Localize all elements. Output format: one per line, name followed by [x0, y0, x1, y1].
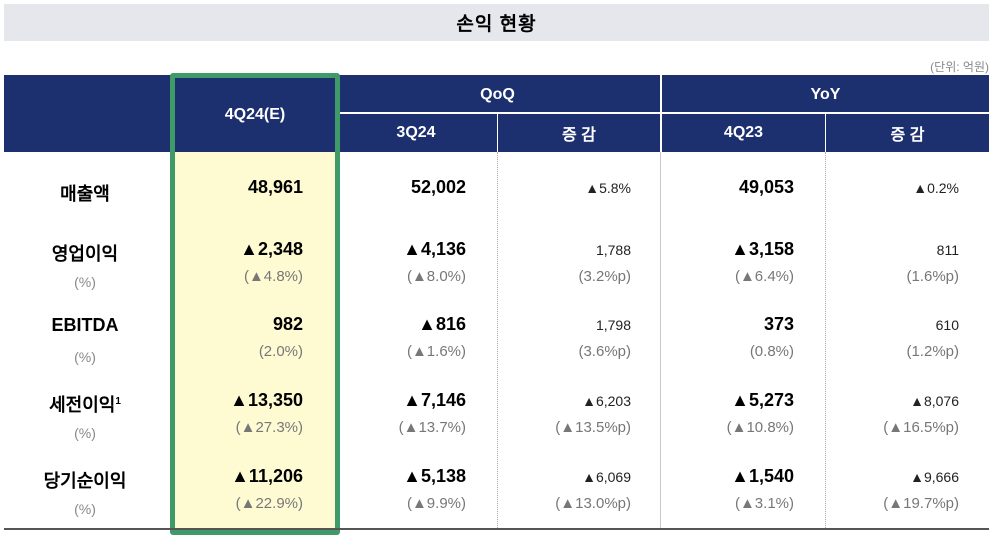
cell-q3-value: ▲816	[418, 314, 466, 334]
cell-qoq-percent: (3.2%p)	[578, 268, 631, 285]
cell-qoq-value: ▲6,203	[582, 393, 631, 409]
cell-ly-percent: (▲3.1%)	[734, 495, 794, 512]
column-separator	[660, 152, 661, 528]
unit-label: (단위: 억원)	[930, 60, 989, 74]
cell-yoy-percent: (1.2%p)	[906, 343, 959, 360]
page-title: 손익 현황	[4, 4, 989, 41]
row-percent-label: (%)	[74, 501, 96, 517]
cell-current-value: ▲2,348	[240, 239, 303, 259]
row-label: 세전이익1	[49, 395, 121, 415]
cell-yoy-value: 811	[936, 242, 959, 258]
cell-q3-value: 52,002	[410, 177, 466, 197]
header-divider-vertical-yoy-sub	[825, 114, 826, 152]
row-label: 매출액	[60, 184, 110, 204]
cell-current-value: 982	[272, 314, 303, 334]
cell-q3-value: ▲5,138	[403, 466, 466, 486]
cell-yoy-value: 610	[935, 317, 959, 333]
cell-ly-percent: (0.8%)	[749, 343, 794, 360]
header-4q24e-bg	[175, 78, 335, 152]
column-separator	[497, 152, 498, 528]
table-bottom-border	[4, 528, 989, 530]
cell-yoy-value: ▲8,076	[910, 393, 959, 409]
cell-yoy-percent: (▲19.7%p)	[883, 495, 959, 512]
cell-ly-value: 373	[763, 314, 794, 334]
cell-ly-value: ▲1,540	[731, 466, 794, 486]
cell-current-percent: (2.0%)	[258, 343, 303, 360]
header-divider-horizontal-qoq	[335, 112, 989, 114]
cell-qoq-percent: (▲13.0%p)	[555, 495, 631, 512]
header-yoy: YoY	[810, 85, 841, 103]
header-4q23: 4Q23	[723, 124, 764, 141]
header-qoq-change: 증 감	[562, 127, 596, 144]
cell-ly-value: ▲3,158	[731, 239, 794, 259]
cell-ly-value: 49,053	[738, 177, 794, 197]
cell-ly-percent: (▲6.4%)	[734, 268, 794, 285]
cell-q3-value: ▲7,146	[403, 390, 466, 410]
cell-ly-value: ▲5,273	[731, 390, 794, 410]
row-percent-label: (%)	[74, 425, 96, 441]
cell-q3-percent: (▲1.6%)	[406, 343, 466, 360]
header-divider-vertical-yoy	[660, 75, 662, 152]
cell-current-value: ▲11,206	[231, 466, 303, 486]
cell-qoq-value: ▲5.8%	[585, 180, 631, 196]
row-label: 영업이익	[51, 244, 119, 264]
cell-current-value: ▲13,350	[230, 390, 303, 410]
header-4q24e: 4Q24(E)	[224, 106, 286, 123]
header-3q24: 3Q24	[396, 124, 436, 141]
row-percent-label: (%)	[74, 274, 96, 290]
cell-qoq-percent: (3.6%p)	[578, 343, 631, 360]
cell-qoq-percent: (▲13.5%p)	[555, 419, 631, 436]
footnote-marker: 1	[115, 396, 121, 407]
cell-qoq-value: 1,788	[595, 242, 631, 258]
cell-yoy-value: ▲0.2%	[913, 180, 959, 196]
cell-yoy-percent: (1.6%p)	[906, 268, 959, 285]
cell-yoy-percent: (▲16.5%p)	[883, 419, 959, 436]
row-label: 당기순이익	[43, 471, 127, 491]
cell-current-percent: (▲27.3%)	[235, 419, 303, 436]
header-divider-vertical-qoq-sub	[497, 114, 498, 152]
header-yoy-change: 증 감	[890, 127, 925, 144]
cell-ly-percent: (▲10.8%)	[726, 419, 794, 436]
cell-q3-percent: (▲13.7%)	[398, 419, 466, 436]
cell-yoy-value: ▲9,666	[910, 469, 959, 485]
cell-q3-percent: (▲8.0%)	[406, 268, 466, 285]
cell-current-percent: (▲22.9%)	[235, 495, 303, 512]
row-percent-label: (%)	[74, 349, 96, 365]
cell-q3-value: ▲4,136	[403, 239, 466, 259]
cell-qoq-value: ▲6,069	[582, 469, 631, 485]
cell-current-percent: (▲4.8%)	[243, 268, 303, 285]
cell-q3-percent: (▲9.9%)	[406, 495, 466, 512]
header-qoq: QoQ	[480, 85, 515, 103]
column-separator	[825, 152, 826, 528]
cell-qoq-value: 1,798	[595, 317, 631, 333]
row-label: EBITDA	[51, 315, 119, 335]
cell-current-value: 48,961	[247, 177, 303, 197]
